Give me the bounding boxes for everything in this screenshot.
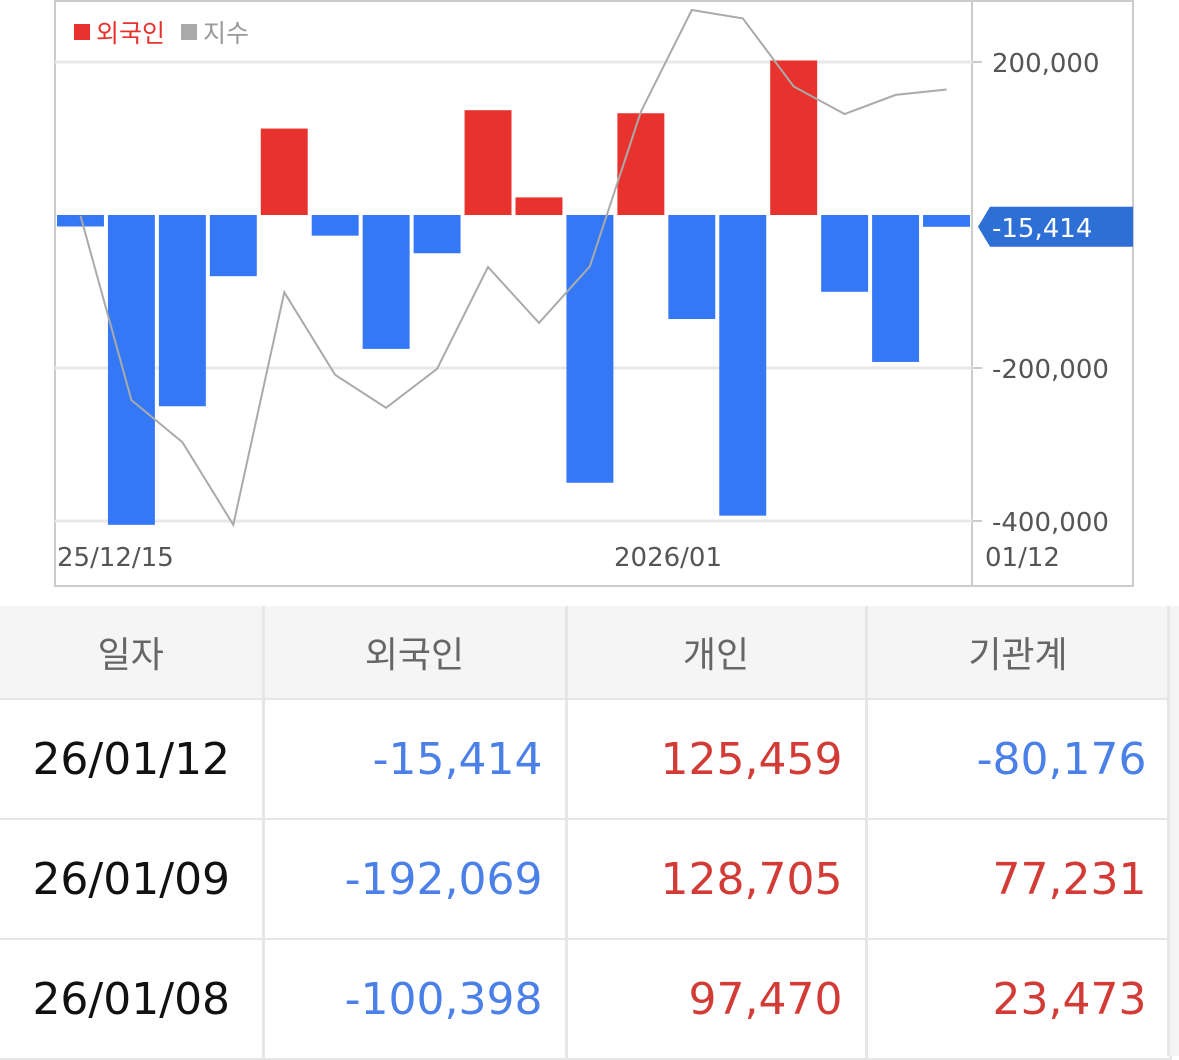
y-tick-label: -200,000 xyxy=(992,355,1109,385)
index-line xyxy=(79,8,947,528)
bar xyxy=(57,215,104,227)
cell-date: 26/01/12 xyxy=(0,699,265,820)
legend-foreign-swatch xyxy=(74,24,90,40)
cell-date: 26/01/08 xyxy=(0,939,265,1060)
investor-table: 일자 외국인 개인 기관계 26/01/12 -15,414 125,459 -… xyxy=(0,606,1172,1060)
cell-date: 26/01/09 xyxy=(0,819,265,940)
bar xyxy=(719,215,767,516)
x-tick-label: 2026/01 xyxy=(614,543,722,573)
x-tick-label: 25/12/15 xyxy=(57,543,174,573)
bar xyxy=(158,215,206,407)
header-institution[interactable]: 기관계 xyxy=(866,606,1172,700)
legend-foreign-label: 외국인 xyxy=(96,19,166,48)
bar xyxy=(923,215,970,227)
last-value-label: -15,414 xyxy=(992,214,1092,244)
bar xyxy=(413,215,461,254)
legend-index-label: 지수 xyxy=(203,19,250,48)
cell-individual: 128,705 xyxy=(566,819,868,940)
cell-institution: 77,231 xyxy=(866,819,1172,940)
cell-institution: 23,473 xyxy=(866,939,1172,1060)
cell-foreign: -192,069 xyxy=(263,819,568,940)
table-header-row: 일자 외국인 개인 기관계 xyxy=(0,606,1172,700)
bar xyxy=(464,110,512,215)
bar xyxy=(107,215,155,525)
bar xyxy=(209,215,257,277)
bar xyxy=(872,215,920,362)
table-scroll-edge xyxy=(1167,606,1179,1056)
bar xyxy=(770,60,818,215)
bar xyxy=(566,215,614,483)
bar xyxy=(311,215,359,236)
header-individual[interactable]: 개인 xyxy=(566,606,868,700)
bar xyxy=(668,215,716,320)
table-row[interactable]: 26/01/12 -15,414 125,459 -80,176 xyxy=(0,699,1172,820)
cell-foreign: -100,398 xyxy=(263,939,568,1060)
bar xyxy=(821,215,869,292)
table-row[interactable]: 26/01/09 -192,069 128,705 77,231 xyxy=(0,819,1172,940)
bar xyxy=(617,113,665,215)
cell-institution: -80,176 xyxy=(866,699,1172,820)
y-tick-label: 200,000 xyxy=(992,49,1100,79)
header-date[interactable]: 일자 xyxy=(0,606,265,700)
cell-individual: 125,459 xyxy=(566,699,868,820)
cell-individual: 97,470 xyxy=(566,939,868,1060)
table-row[interactable]: 26/01/08 -100,398 97,470 23,473 xyxy=(0,939,1172,1060)
investor-table-container: 일자 외국인 개인 기관계 26/01/12 -15,414 125,459 -… xyxy=(0,606,1179,1060)
y-tick-label: -400,000 xyxy=(992,508,1109,538)
chart-legend: 외국인 지수 xyxy=(74,14,249,50)
chart-frame xyxy=(54,0,1134,587)
x-tick-label: 01/12 xyxy=(985,543,1060,573)
cell-foreign: -15,414 xyxy=(263,699,568,820)
chart-svg: 200,000 -200,000 -400,000 25/12/15 2026/01 01… xyxy=(54,0,1134,587)
bar xyxy=(362,215,410,349)
header-foreign[interactable]: 외국인 xyxy=(263,606,568,700)
last-value-badge xyxy=(978,206,1133,247)
investor-chart: 200,000 -200,000 -400,000 25/12/15 2026/01 01… xyxy=(54,0,1134,587)
legend-index-swatch xyxy=(181,24,198,40)
bar xyxy=(260,128,308,215)
bar xyxy=(515,197,563,215)
